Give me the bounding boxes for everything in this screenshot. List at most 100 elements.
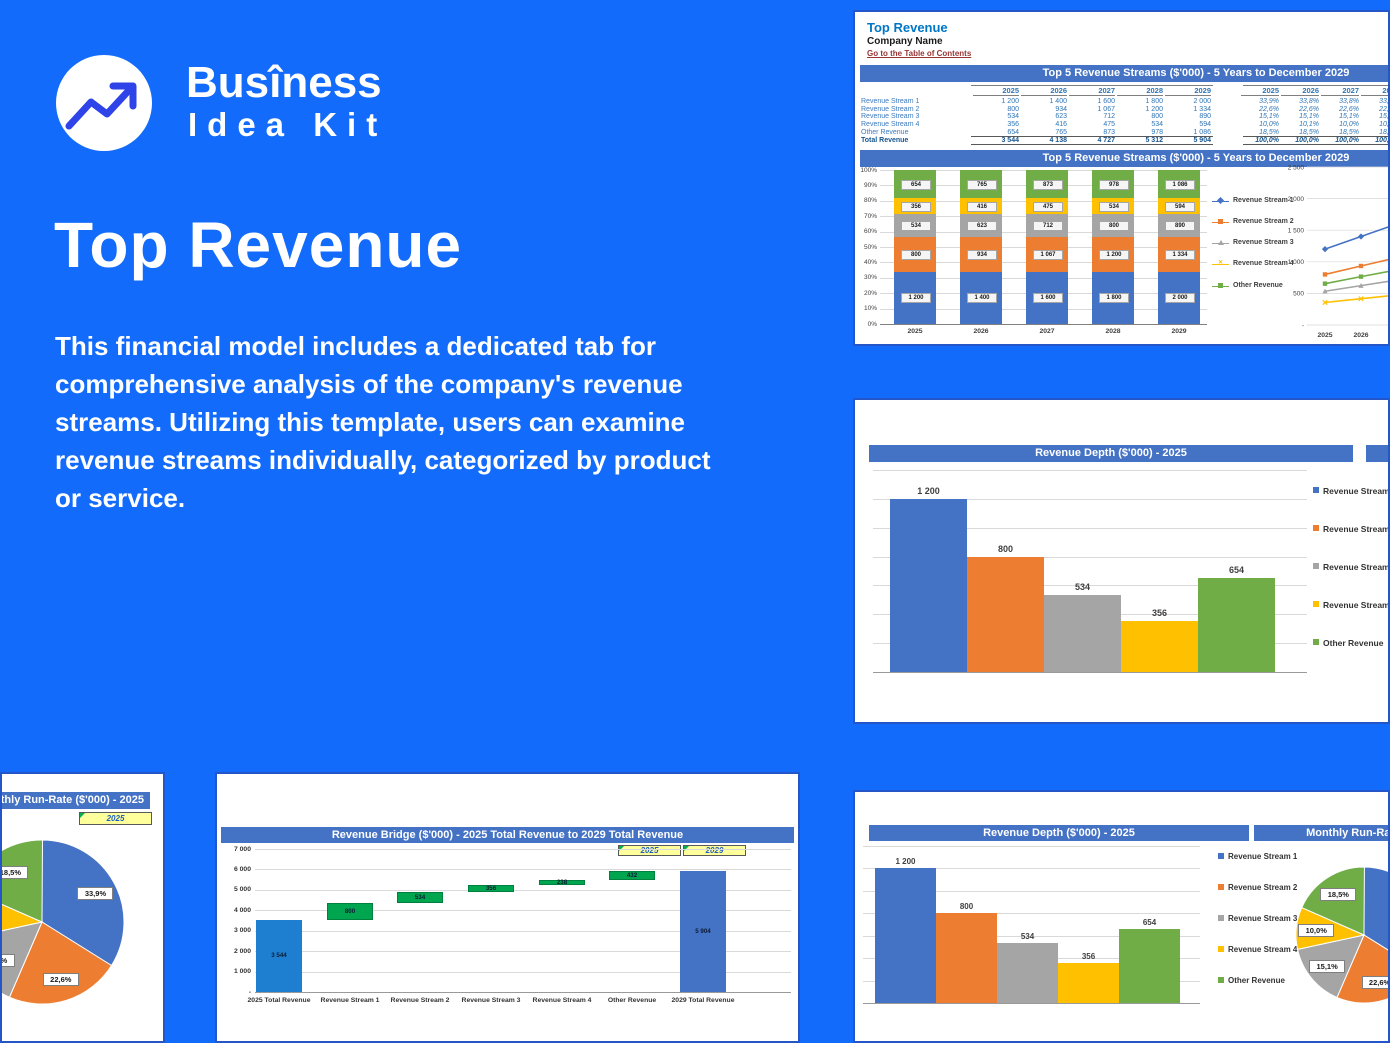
waterfall-bar	[397, 892, 443, 904]
table-pct-cell: 22,6%	[1339, 105, 1359, 113]
bar-data-label: 654	[1142, 918, 1157, 928]
table-row-label: Revenue Stream 3	[861, 113, 920, 121]
table-pct-cell: 22,6%	[1379, 105, 1389, 113]
table-cell: 800	[1007, 105, 1019, 113]
sheet-panel-depth-and-run-rate: Revenue Depth ($'000) - 2025 Monthly Run…	[853, 790, 1390, 1043]
depth-chart-header-bar: Revenue Depth ($'000) - 2025	[869, 445, 1353, 462]
bridge-year-selector-end[interactable]: 2029	[683, 845, 746, 856]
pct-year-column-header: 2027	[1321, 86, 1359, 96]
table-pct-cell: 15,1%	[1379, 113, 1389, 121]
run-rate-small-header-bar: Monthly Run-Rate ($'000) - 2025	[1254, 825, 1388, 841]
y-axis-tick-label: 1 500	[1288, 228, 1305, 235]
data-point-marker	[1322, 299, 1328, 306]
bar-data-label: 873	[1033, 179, 1063, 190]
bar-data-label: 534	[1099, 201, 1129, 212]
line-series	[1324, 270, 1388, 285]
table-cell: 416	[1055, 121, 1067, 129]
table-pct-cell: 33,8%	[1339, 98, 1359, 105]
legend-label: Other Revenue	[1323, 638, 1384, 648]
data-point-marker	[1358, 296, 1364, 302]
revenue-depth-chart-small: 1 200 800 534 356 654 Revenue Stream 1 Revenue…	[855, 792, 1388, 1041]
table-pct-cell: 15,1%	[1259, 113, 1279, 121]
data-point-marker	[1322, 281, 1328, 286]
y-axis-tick-label: 50%	[863, 243, 877, 251]
grid-line	[873, 527, 1307, 529]
bar-data-label: 1 200	[1099, 249, 1129, 260]
bar	[997, 942, 1058, 1003]
table-pct-cell: 33,9%	[1379, 98, 1389, 105]
legend-marker: ✕	[1218, 260, 1224, 266]
x-axis-tick-label: 2025	[907, 328, 923, 335]
bar-data-label: 356	[1151, 607, 1168, 618]
y-axis-tick-label: 100%	[860, 166, 877, 174]
table-row-label: Revenue Stream 2	[861, 105, 920, 113]
data-point-marker	[1358, 274, 1364, 279]
legend-marker	[1218, 884, 1224, 890]
bar-data-label: 534	[414, 894, 426, 902]
legend-label: Revenue Stream 3	[1228, 914, 1298, 923]
table-header-bar: Top 5 Revenue Streams ($'000) - 5 Years …	[860, 65, 1388, 82]
bar-data-label: 1 200	[895, 857, 916, 866]
pie-slice	[1301, 866, 1365, 936]
y-axis-tick-label: -	[248, 988, 251, 996]
waterfall-bar	[680, 871, 726, 992]
table-pct-cell: 18,5%	[1299, 128, 1319, 136]
grid-line	[863, 935, 1200, 937]
table-cell: 3 544	[1001, 136, 1019, 144]
bar-data-label: 800	[901, 249, 931, 260]
bridge-year-selector-start[interactable]: 2025	[618, 845, 681, 856]
x-axis-tick-label: 2028	[1105, 328, 1121, 335]
brand-name-line2: Idea Kit	[188, 106, 388, 143]
x-axis-tick-label: 2029 Total Revenue	[671, 997, 735, 1004]
revenue-bridge-waterfall-chart: 7 000 6 000 5 000 4 000 3 000 2 000 1 000 - 3 54…	[217, 774, 798, 1041]
bar-data-label: 934	[967, 250, 997, 261]
table-rule	[971, 85, 1213, 86]
legend-label: Other Revenue	[1233, 282, 1283, 289]
table-cell: 1 334	[1193, 105, 1211, 113]
table-pct-cell: 100,0%	[1255, 136, 1279, 144]
grid-line	[873, 672, 1307, 673]
brand-logo	[56, 55, 152, 151]
trend-arrow-icon	[65, 82, 137, 130]
x-axis-tick-label: 2026	[1353, 332, 1368, 339]
y-axis-tick-label: -	[1302, 322, 1304, 329]
legend-label: Revenue Stream 3	[1233, 239, 1294, 246]
legend-marker	[1218, 853, 1224, 859]
table-pct-cell: 18,5%	[1339, 128, 1359, 136]
legend-label: Revenue Stream 1	[1323, 486, 1390, 496]
bar-data-label: 654	[1228, 564, 1245, 575]
grid-line	[255, 849, 791, 850]
table-cell: 890	[1199, 113, 1211, 121]
table-pct-cell: 18,4%	[1379, 128, 1389, 136]
legend-marker	[1218, 219, 1223, 224]
year-selector[interactable]: 2025	[79, 812, 152, 825]
bar-data-label: 356	[901, 201, 931, 212]
bar-data-label: 1 200	[917, 485, 940, 496]
table-cell: 1 067	[1097, 105, 1115, 113]
bar-data-label: 712	[1033, 221, 1063, 231]
bar	[1119, 929, 1180, 1003]
table-cell: 475	[1103, 121, 1115, 129]
bar-data-label: 5 904	[695, 928, 711, 936]
x-axis-tick-label: Revenue Stream 3	[461, 997, 521, 1004]
y-axis-tick-label: 500	[1293, 291, 1304, 298]
table-of-contents-link[interactable]: Go to the Table of Contents	[867, 49, 972, 58]
year-column-header: 2026	[1021, 86, 1067, 96]
legend-marker	[1313, 563, 1319, 569]
waterfall-bar	[609, 871, 655, 881]
x-axis-tick-label: 2029	[1171, 328, 1187, 335]
pie-slice	[2, 839, 44, 923]
pie-data-label: 18,5%	[1320, 887, 1357, 901]
depth-small-header-bar: Revenue Depth ($'000) - 2025	[869, 825, 1249, 841]
sheet-panel-run-rate-pie: Monthly Run-Rate ($'000) - 2025 2025 33,…	[0, 772, 165, 1043]
grid-line	[255, 889, 791, 891]
table-pct-cell: 100,0%	[1295, 136, 1319, 144]
bar	[936, 913, 997, 1003]
table-cell: 654	[1007, 128, 1019, 136]
bar-data-label: 1 200	[901, 293, 931, 304]
pie-data-label: 10,0%	[1298, 924, 1335, 938]
bar-data-label: 238	[556, 879, 568, 887]
waterfall-bar	[539, 880, 585, 886]
pie-data-label: 22,6%	[1361, 975, 1388, 989]
y-axis-tick-label: 40%	[863, 258, 877, 266]
